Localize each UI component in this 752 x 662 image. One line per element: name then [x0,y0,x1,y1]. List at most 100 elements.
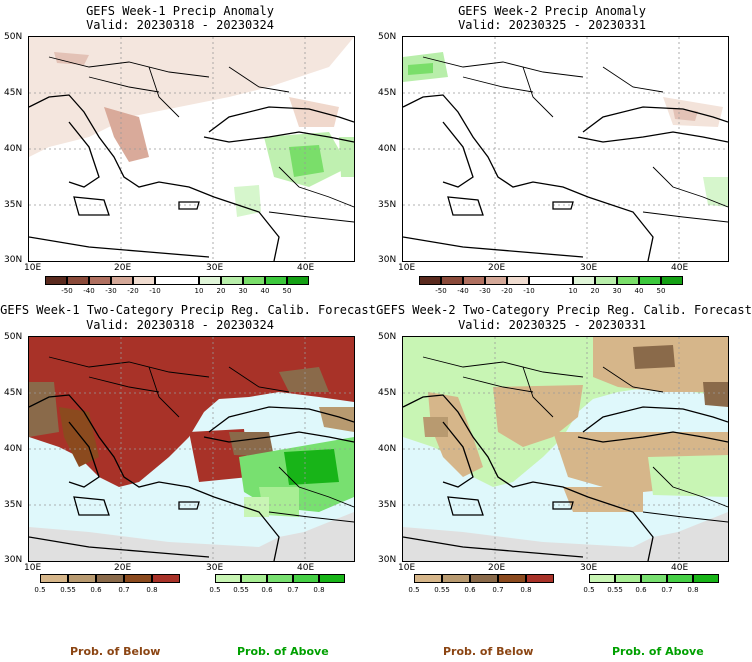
colorbar-tick: -10 [523,287,535,295]
colorbar-swatch [419,276,441,285]
colorbar-swatch [155,276,199,285]
lat-label: 50N [378,332,397,342]
lat-label: 50N [4,32,23,42]
colorbar-swatch [589,574,615,583]
map-week1-probability [28,336,355,562]
colorbar-tick: 40 [260,287,270,295]
colorbar-swatch [319,574,345,583]
lon-label: 30E [206,563,224,573]
lat-label: 35N [4,500,23,510]
prob-below-label: Prob. of Below [443,645,534,658]
colorbar-swatch [414,574,442,583]
lat-label: 30N [4,255,23,265]
lon-label: 40E [671,563,689,573]
colorbar-tick: 20 [216,287,226,295]
lon-label: 40E [671,263,689,273]
colorbar-tick: 30 [612,287,622,295]
panel-title: GEFS Week-1 Precip Anomaly [86,4,274,18]
colorbar-swatch [293,574,319,583]
colorbar-tick: 0.6 [90,586,102,594]
colorbar-tick: -50 [61,287,73,295]
colorbar-swatch [617,276,639,285]
lat-label: 45N [378,388,397,398]
colorbar-swatch [133,276,155,285]
colorbar-tick: -30 [479,287,491,295]
colorbar-tick: -20 [501,287,513,295]
colorbar-swatch [243,276,265,285]
colorbar-swatch [485,276,507,285]
lon-label: 10E [398,263,416,273]
prob-above-label: Prob. of Above [237,645,329,658]
panel-valid-dates: Valid: 20230318 - 20230324 [86,318,274,332]
colorbar-tick: -50 [435,287,447,295]
colorbar-tick: 40 [634,287,644,295]
lat-label: 40N [4,144,23,154]
colorbar-swatch [507,276,529,285]
map-week1-anomaly [28,36,355,262]
lon-label: 40E [297,563,315,573]
colorbar-tick: 0.5 [34,586,46,594]
colorbar-tick: -20 [127,287,139,295]
colorbar-tick: 0.7 [118,586,130,594]
lon-label: 20E [114,263,132,273]
colorbar-swatch [693,574,719,583]
panel-valid-dates: Valid: 20230318 - 20230324 [86,18,274,32]
colorbar-tick: 50 [282,287,292,295]
colorbar-tick: 0.55 [233,586,249,594]
colorbar-swatch [45,276,67,285]
lon-label: 30E [580,563,598,573]
colorbar-swatch [463,276,485,285]
colorbar-tick: 10 [568,287,578,295]
colorbar-tick: 0.8 [146,586,158,594]
colorbar-swatch [40,574,68,583]
lat-label: 50N [4,332,23,342]
colorbar-tick: 0.6 [635,586,647,594]
colorbar-swatch [529,276,573,285]
colorbar-swatch [441,276,463,285]
colorbar-tick: 0.8 [687,586,699,594]
prob-above-label: Prob. of Above [612,645,704,658]
lon-label: 10E [24,263,42,273]
map-week2-probability [402,336,729,562]
colorbar-swatch [199,276,221,285]
colorbar-tick: 30 [238,287,248,295]
colorbar-swatch [111,276,133,285]
colorbar-swatch [667,574,693,583]
lat-label: 40N [378,444,397,454]
colorbar-swatch [267,574,293,583]
lon-label: 20E [114,563,132,573]
colorbar-swatch [265,276,287,285]
colorbar-swatch [661,276,683,285]
panel-title: GEFS Week-2 Two-Category Precip Reg. Cal… [376,303,752,317]
colorbar-tick: -40 [457,287,469,295]
colorbar-swatch [124,574,152,583]
colorbar-tick: 0.7 [287,586,299,594]
colorbar-tick: 0.8 [520,586,532,594]
panel-valid-dates: Valid: 20230325 - 20230331 [458,18,646,32]
colorbar-tick: 0.55 [60,586,76,594]
colorbar-tick: 10 [194,287,204,295]
lon-label: 30E [580,263,598,273]
colorbar-swatch [96,574,124,583]
prob-below-label: Prob. of Below [70,645,161,658]
lon-label: 30E [206,263,224,273]
lat-label: 35N [4,200,23,210]
lat-label: 40N [4,444,23,454]
colorbar-tick: 0.6 [261,586,273,594]
colorbar-tick: 0.5 [209,586,221,594]
colorbar-swatch [470,574,498,583]
colorbar-tick: 0.6 [464,586,476,594]
lon-label: 20E [488,263,506,273]
colorbar-tick: 0.7 [492,586,504,594]
lat-label: 50N [378,32,397,42]
colorbar-swatch [67,276,89,285]
lat-label: 30N [378,255,397,265]
lat-label: 45N [4,388,23,398]
colorbar-tick: 0.5 [408,586,420,594]
colorbar-tick: 0.7 [661,586,673,594]
colorbar-tick: 0.8 [313,586,325,594]
colorbar-tick: 0.55 [607,586,623,594]
panel-title: GEFS Week-1 Two-Category Precip Reg. Cal… [0,303,376,317]
colorbar-tick: -30 [105,287,117,295]
lon-label: 20E [488,563,506,573]
